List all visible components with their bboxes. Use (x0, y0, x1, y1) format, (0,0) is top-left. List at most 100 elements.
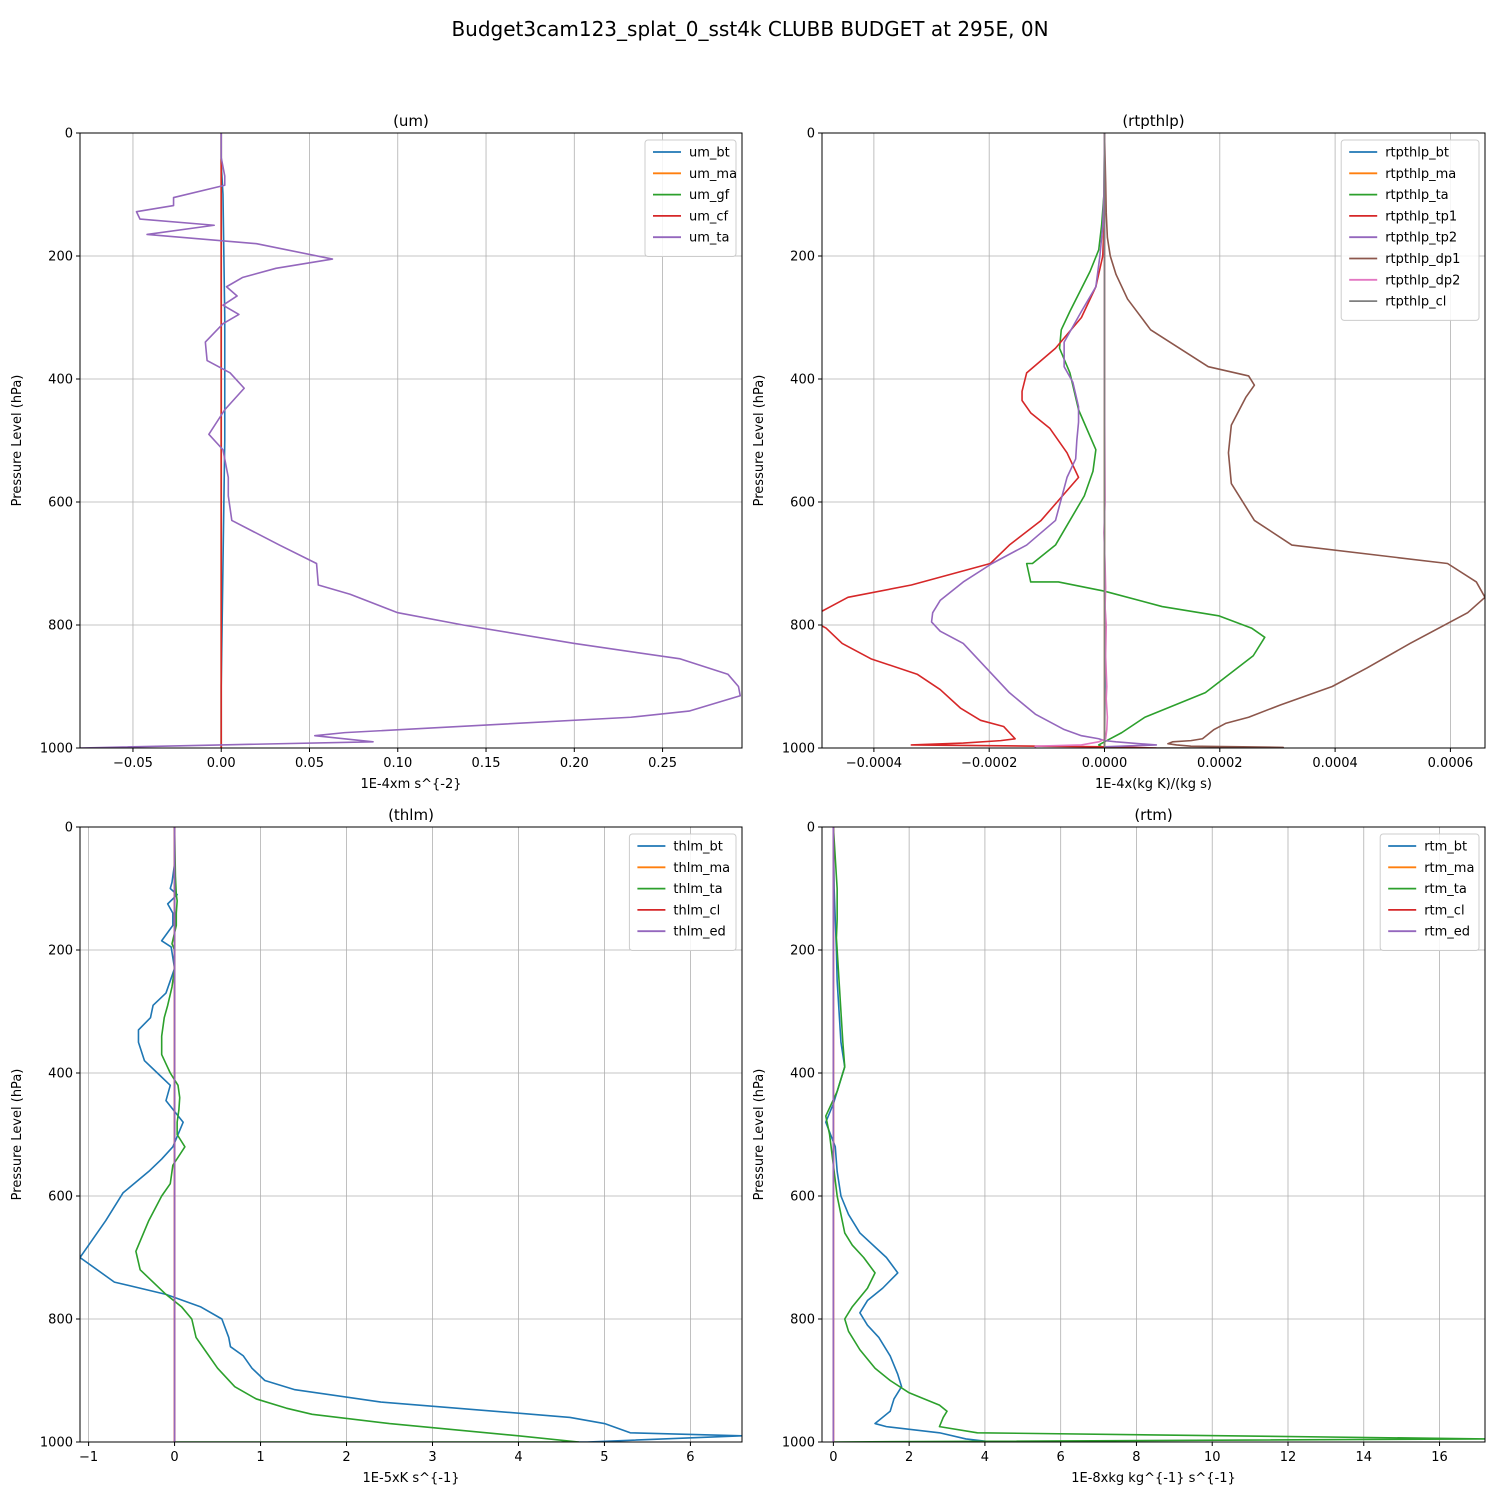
y-axis-label: Pressure Level (hPa) (752, 1069, 767, 1201)
y-tick-label: 200 (48, 250, 73, 265)
legend-entry: rtm_ma (1424, 861, 1474, 876)
axes-frame-1 (821, 132, 1486, 749)
y-axis-label: Pressure Level (hPa) (10, 375, 25, 507)
series-group-2 (80, 827, 742, 1442)
legend-entry: rtpthlp_tp2 (1385, 231, 1457, 246)
y-tick-label: 1000 (40, 742, 73, 757)
series-line-rtpthlp_dp1 (1103, 133, 1485, 748)
y-tick-label: 600 (790, 496, 815, 511)
x-tick-label: −0.05 (113, 756, 153, 771)
x-tick-label: 0.15 (472, 756, 501, 771)
x-axis-label: 1E-5xK s^{-1} (363, 1471, 460, 1486)
x-tick-label: 5 (600, 1450, 608, 1465)
x-tick-label: 4 (981, 1450, 989, 1465)
y-tick-label: 600 (48, 1190, 73, 1205)
y-axis-label: Pressure Level (hPa) (752, 375, 767, 507)
y-tick-label: 600 (48, 496, 73, 511)
y-tick-label: 400 (790, 1067, 815, 1082)
x-tick-label: 0.0004 (1312, 756, 1358, 771)
legend-0: um_bt um_ma um_gf um_cf um_ta (644, 139, 737, 257)
x-tick-label: 0 (829, 1450, 837, 1465)
y-tick-label: 800 (48, 619, 73, 634)
panel-title: (thlm) (388, 806, 434, 824)
y-tick-label: 1000 (782, 1436, 815, 1451)
legend-entry: rtm_ta (1424, 882, 1467, 897)
x-tick-label: 0.25 (648, 756, 677, 771)
legend-entry: rtpthlp_bt (1385, 146, 1449, 161)
panel-3: 0 2 4 6 8 10 12 14 16 0 200 400 600 800 1000 (rtm) 1E-8x… (752, 806, 1486, 1486)
x-tick-label: 0.0006 (1428, 756, 1474, 771)
series-line-rtm_ta (824, 827, 1485, 1442)
x-tick-label: 0.05 (295, 756, 324, 771)
x-tick-label: 8 (1132, 1450, 1140, 1465)
legend-entry: rtpthlp_dp2 (1385, 273, 1460, 288)
legend-entry: um_ma (689, 167, 737, 182)
x-tick-label: 0.00 (207, 756, 236, 771)
series-line-rtpthlp_tp2 (930, 133, 1158, 748)
x-tick-label: 0.10 (383, 756, 412, 771)
y-axis-label: Pressure Level (hPa) (10, 1069, 25, 1201)
legend-box (628, 833, 737, 951)
legend-entry: rtpthlp_ma (1385, 167, 1456, 182)
x-tick-label: 0.0002 (1197, 756, 1243, 771)
x-tick-label: −0.0004 (846, 756, 902, 771)
y-tick-label: 200 (790, 250, 815, 265)
y-tick-label: 0 (65, 821, 73, 836)
y-tick-label: 800 (790, 619, 815, 634)
y-tick-label: 400 (48, 373, 73, 388)
legend-entry: thlm_cl (673, 903, 720, 918)
legend-box (644, 139, 737, 257)
panel-title: (rtm) (1134, 806, 1172, 824)
legend-entry: rtpthlp_cl (1385, 295, 1446, 310)
series-group-0 (80, 133, 742, 748)
panel-1: −0.0004 −0.0002 0.0000 0.0002 0.0004 0.0006 0 2… (752, 112, 1486, 792)
legend-entry: um_ta (689, 231, 729, 246)
x-tick-label: 16 (1431, 1450, 1448, 1465)
x-axis-label: 1E-4x(kg K)/(kg s) (1095, 777, 1212, 792)
legend-entry: um_cf (689, 209, 729, 224)
legend-box (1340, 139, 1480, 321)
legend-3: rtm_bt rtm_ma rtm_ta rtm_cl rtm_ed (1379, 833, 1480, 951)
x-tick-label: −1 (79, 1450, 98, 1465)
axes-frame-0 (79, 132, 743, 749)
panels: −0.05 0.00 0.05 0.10 0.15 0.20 0.2502004006008… (10, 112, 1486, 1486)
legend-entry: um_bt (689, 146, 730, 161)
y-tick-label: 0 (807, 127, 815, 142)
y-tick-label: 0 (65, 127, 73, 142)
x-tick-label: 0.20 (560, 756, 589, 771)
x-tick-label: 6 (1057, 1450, 1065, 1465)
panel-title: (rtpthlp) (1122, 112, 1184, 130)
x-tick-label: 6 (686, 1450, 694, 1465)
legend-entry: rtm_ed (1424, 925, 1470, 940)
y-tick-label: 0 (807, 821, 815, 836)
panel-2: −1 0 1 2 3 4 5 6 0 200 400 600 800 1000 (thlm) 1E-5xK s… (10, 806, 743, 1486)
y-tick-label: 800 (48, 1313, 73, 1328)
x-tick-label: 10 (1204, 1450, 1221, 1465)
legend-2: thlm_bt thlm_ma thlm_ta thlm_cl thlm_ed (628, 833, 737, 951)
legend-entry: thlm_bt (673, 840, 722, 855)
y-tick-label: 1000 (40, 1436, 73, 1451)
legend-entry: rtm_cl (1424, 903, 1464, 918)
y-tick-label: 200 (790, 944, 815, 959)
y-tick-label: 600 (790, 1190, 815, 1205)
panel-title: (um) (393, 112, 429, 130)
x-tick-label: 12 (1280, 1450, 1297, 1465)
series-group-1 (822, 133, 1485, 748)
legend-entry: rtm_bt (1424, 840, 1467, 855)
legend-entry: thlm_ed (673, 925, 725, 940)
series-line-rtpthlp_tp1 (822, 133, 1157, 748)
x-tick-label: −0.0002 (961, 756, 1017, 771)
x-tick-label: 0.0000 (1082, 756, 1128, 771)
x-tick-label: 2 (342, 1450, 350, 1465)
x-tick-label: 3 (428, 1450, 436, 1465)
legend-entry: um_gf (689, 188, 730, 203)
figure-title: Budget3cam123_splat_0_sst4k CLUBB BUDGET… (451, 17, 1048, 41)
legend-entry: rtpthlp_tp1 (1385, 209, 1457, 224)
legend-entry: rtpthlp_dp1 (1385, 252, 1460, 267)
series-line-um_ta (80, 133, 742, 748)
x-tick-label: 1 (256, 1450, 264, 1465)
y-tick-label: 1000 (782, 742, 815, 757)
y-tick-label: 800 (790, 1313, 815, 1328)
